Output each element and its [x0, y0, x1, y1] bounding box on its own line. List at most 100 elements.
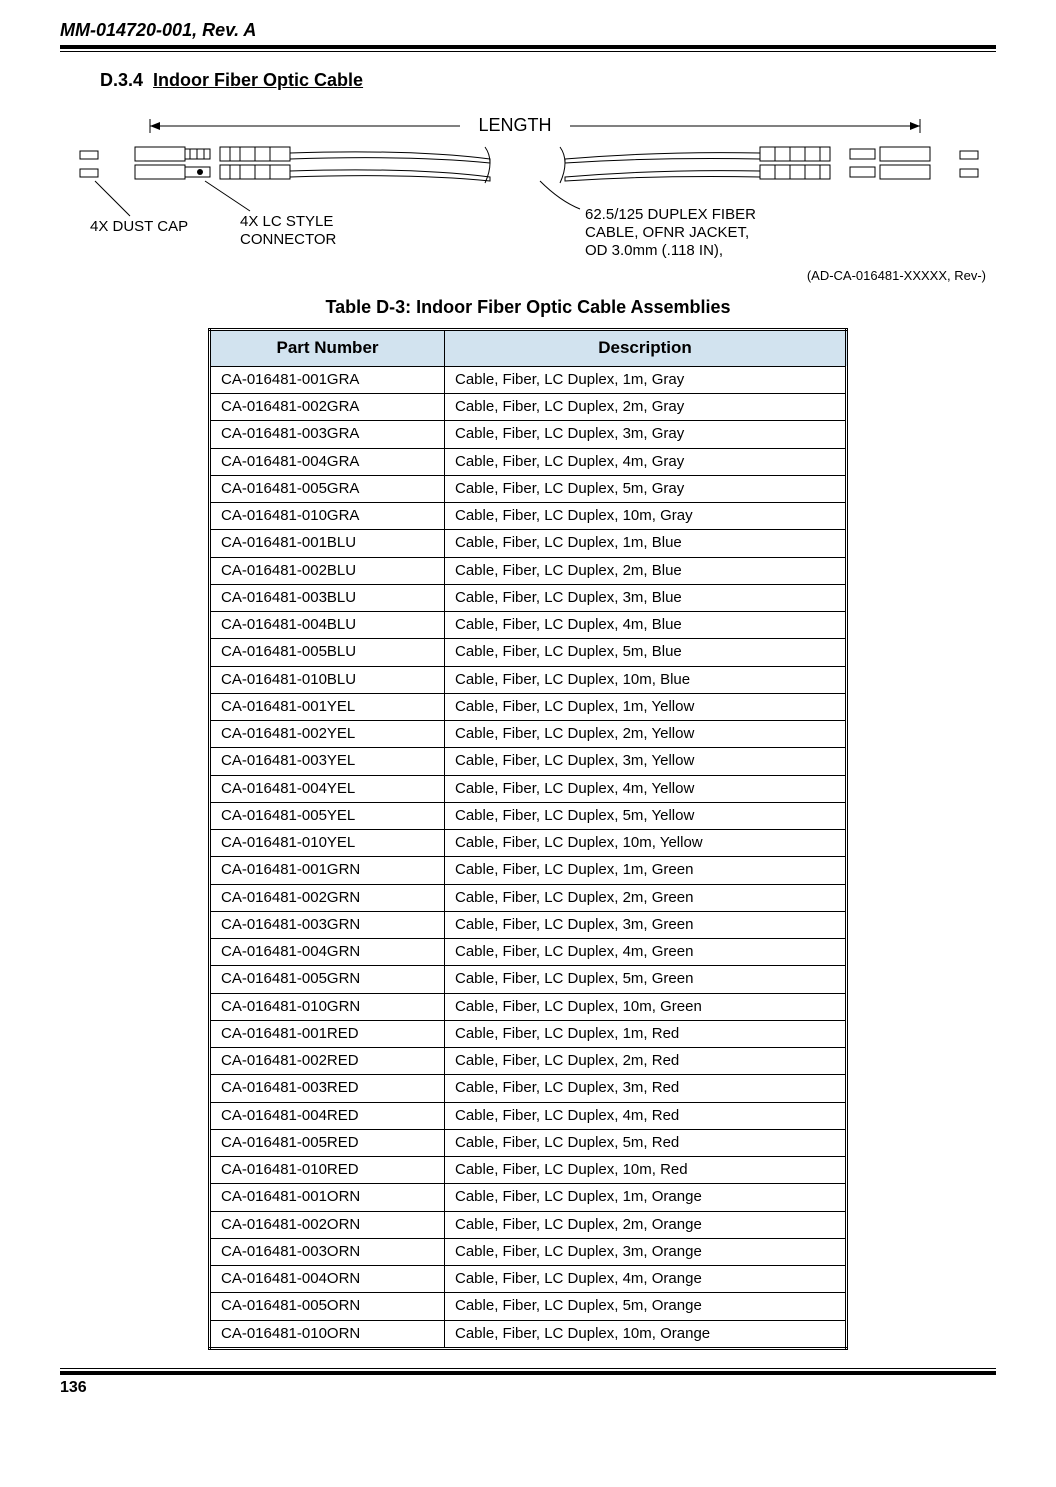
cell-part-number: CA-016481-004ORN: [210, 1266, 445, 1293]
cell-description: Cable, Fiber, LC Duplex, 3m, Yellow: [445, 748, 847, 775]
cell-description: Cable, Fiber, LC Duplex, 3m, Red: [445, 1075, 847, 1102]
table-row: CA-016481-010GRACable, Fiber, LC Duplex,…: [210, 503, 847, 530]
cell-description: Cable, Fiber, LC Duplex, 5m, Gray: [445, 475, 847, 502]
cell-part-number: CA-016481-004BLU: [210, 612, 445, 639]
cell-part-number: CA-016481-010ORN: [210, 1320, 445, 1348]
cell-part-number: CA-016481-001BLU: [210, 530, 445, 557]
cell-description: Cable, Fiber, LC Duplex, 5m, Green: [445, 966, 847, 993]
cell-part-number: CA-016481-010YEL: [210, 830, 445, 857]
table-row: CA-016481-002GRACable, Fiber, LC Duplex,…: [210, 394, 847, 421]
cell-part-number: CA-016481-005ORN: [210, 1293, 445, 1320]
cell-description: Cable, Fiber, LC Duplex, 1m, Red: [445, 1020, 847, 1047]
table-row: CA-016481-004REDCable, Fiber, LC Duplex,…: [210, 1102, 847, 1129]
cell-description: Cable, Fiber, LC Duplex, 5m, Blue: [445, 639, 847, 666]
table-row: CA-016481-010YELCable, Fiber, LC Duplex,…: [210, 830, 847, 857]
cell-part-number: CA-016481-002GRN: [210, 884, 445, 911]
left-connector-icon: [135, 147, 290, 179]
cell-part-number: CA-016481-003ORN: [210, 1238, 445, 1265]
cell-part-number: CA-016481-005GRA: [210, 475, 445, 502]
cell-part-number: CA-016481-001RED: [210, 1020, 445, 1047]
table-row: CA-016481-001REDCable, Fiber, LC Duplex,…: [210, 1020, 847, 1047]
table-row: CA-016481-010GRNCable, Fiber, LC Duplex,…: [210, 993, 847, 1020]
table-row: CA-016481-001GRNCable, Fiber, LC Duplex,…: [210, 857, 847, 884]
table-row: CA-016481-005GRNCable, Fiber, LC Duplex,…: [210, 966, 847, 993]
cell-description: Cable, Fiber, LC Duplex, 2m, Orange: [445, 1211, 847, 1238]
table-row: CA-016481-004YELCable, Fiber, LC Duplex,…: [210, 775, 847, 802]
footer-rule: [60, 1368, 996, 1375]
cell-description: Cable, Fiber, LC Duplex, 2m, Red: [445, 1048, 847, 1075]
cell-part-number: CA-016481-003RED: [210, 1075, 445, 1102]
table-row: CA-016481-003GRNCable, Fiber, LC Duplex,…: [210, 911, 847, 938]
cell-description: Cable, Fiber, LC Duplex, 4m, Green: [445, 939, 847, 966]
diagram-rev-note: (AD-CA-016481-XXXXX, Rev-): [60, 268, 986, 283]
cell-description: Cable, Fiber, LC Duplex, 10m, Gray: [445, 503, 847, 530]
table-row: CA-016481-002ORNCable, Fiber, LC Duplex,…: [210, 1211, 847, 1238]
cell-description: Cable, Fiber, LC Duplex, 10m, Red: [445, 1157, 847, 1184]
cell-description: Cable, Fiber, LC Duplex, 10m, Blue: [445, 666, 847, 693]
cell-description: Cable, Fiber, LC Duplex, 2m, Blue: [445, 557, 847, 584]
table-row: CA-016481-005BLUCable, Fiber, LC Duplex,…: [210, 639, 847, 666]
cell-description: Cable, Fiber, LC Duplex, 4m, Yellow: [445, 775, 847, 802]
doc-header: MM-014720-001, Rev. A: [60, 20, 996, 45]
cell-part-number: CA-016481-010RED: [210, 1157, 445, 1184]
cell-description: Cable, Fiber, LC Duplex, 5m, Red: [445, 1129, 847, 1156]
cell-part-number: CA-016481-005YEL: [210, 802, 445, 829]
cell-description: Cable, Fiber, LC Duplex, 3m, Orange: [445, 1238, 847, 1265]
table-row: CA-016481-004GRNCable, Fiber, LC Duplex,…: [210, 939, 847, 966]
table-row: CA-016481-003YELCable, Fiber, LC Duplex,…: [210, 748, 847, 775]
cell-description: Cable, Fiber, LC Duplex, 4m, Orange: [445, 1266, 847, 1293]
cell-part-number: CA-016481-004GRA: [210, 448, 445, 475]
table-row: CA-016481-002YELCable, Fiber, LC Duplex,…: [210, 721, 847, 748]
cell-description: Cable, Fiber, LC Duplex, 2m, Green: [445, 884, 847, 911]
cell-description: Cable, Fiber, LC Duplex, 3m, Green: [445, 911, 847, 938]
cell-description: Cable, Fiber, LC Duplex, 3m, Blue: [445, 584, 847, 611]
cable-table: Part Number Description CA-016481-001GRA…: [208, 328, 848, 1350]
length-label: LENGTH: [478, 115, 551, 135]
cell-part-number: CA-016481-002YEL: [210, 721, 445, 748]
cell-part-number: CA-016481-003GRA: [210, 421, 445, 448]
table-row: CA-016481-010BLUCable, Fiber, LC Duplex,…: [210, 666, 847, 693]
cell-part-number: CA-016481-010GRA: [210, 503, 445, 530]
cell-part-number: CA-016481-002BLU: [210, 557, 445, 584]
section-title: Indoor Fiber Optic Cable: [153, 70, 363, 90]
col-description: Description: [445, 330, 847, 367]
cell-part-number: CA-016481-010GRN: [210, 993, 445, 1020]
table-row: CA-016481-002BLUCable, Fiber, LC Duplex,…: [210, 557, 847, 584]
cell-description: Cable, Fiber, LC Duplex, 2m, Gray: [445, 394, 847, 421]
cell-description: Cable, Fiber, LC Duplex, 10m, Orange: [445, 1320, 847, 1348]
section-number: D.3.4: [100, 70, 143, 90]
page-number: 136: [60, 1375, 996, 1397]
cell-description: Cable, Fiber, LC Duplex, 2m, Yellow: [445, 721, 847, 748]
cell-part-number: CA-016481-001YEL: [210, 693, 445, 720]
table-row: CA-016481-003BLUCable, Fiber, LC Duplex,…: [210, 584, 847, 611]
cable-label-l1: 62.5/125 DUPLEX FIBER: [585, 206, 756, 223]
table-row: CA-016481-005REDCable, Fiber, LC Duplex,…: [210, 1129, 847, 1156]
col-part-number: Part Number: [210, 330, 445, 367]
cell-part-number: CA-016481-003BLU: [210, 584, 445, 611]
table-row: CA-016481-010ORNCable, Fiber, LC Duplex,…: [210, 1320, 847, 1348]
cell-part-number: CA-016481-003YEL: [210, 748, 445, 775]
cell-part-number: CA-016481-004GRN: [210, 939, 445, 966]
cell-description: Cable, Fiber, LC Duplex, 1m, Blue: [445, 530, 847, 557]
cable-diagram: LENGTH: [60, 101, 996, 283]
table-row: CA-016481-001ORNCable, Fiber, LC Duplex,…: [210, 1184, 847, 1211]
dustcap-label: 4X DUST CAP: [90, 218, 188, 235]
table-row: CA-016481-002GRNCable, Fiber, LC Duplex,…: [210, 884, 847, 911]
table-title: Table D-3: Indoor Fiber Optic Cable Asse…: [60, 297, 996, 318]
cell-part-number: CA-016481-004RED: [210, 1102, 445, 1129]
table-row: CA-016481-005YELCable, Fiber, LC Duplex,…: [210, 802, 847, 829]
section-heading: D.3.4 Indoor Fiber Optic Cable: [100, 70, 996, 91]
table-row: CA-016481-004GRACable, Fiber, LC Duplex,…: [210, 448, 847, 475]
cell-part-number: CA-016481-005BLU: [210, 639, 445, 666]
header-rule: [60, 45, 996, 52]
table-row: CA-016481-003ORNCable, Fiber, LC Duplex,…: [210, 1238, 847, 1265]
table-row: CA-016481-004ORNCable, Fiber, LC Duplex,…: [210, 1266, 847, 1293]
cell-part-number: CA-016481-010BLU: [210, 666, 445, 693]
cell-description: Cable, Fiber, LC Duplex, 4m, Gray: [445, 448, 847, 475]
cell-part-number: CA-016481-002RED: [210, 1048, 445, 1075]
connector-label-l2: CONNECTOR: [240, 231, 337, 248]
cell-part-number: CA-016481-001GRN: [210, 857, 445, 884]
connector-label-l1: 4X LC STYLE: [240, 213, 333, 230]
cell-description: Cable, Fiber, LC Duplex, 1m, Gray: [445, 366, 847, 393]
cable-label-l2: CABLE, OFNR JACKET,: [585, 224, 749, 241]
